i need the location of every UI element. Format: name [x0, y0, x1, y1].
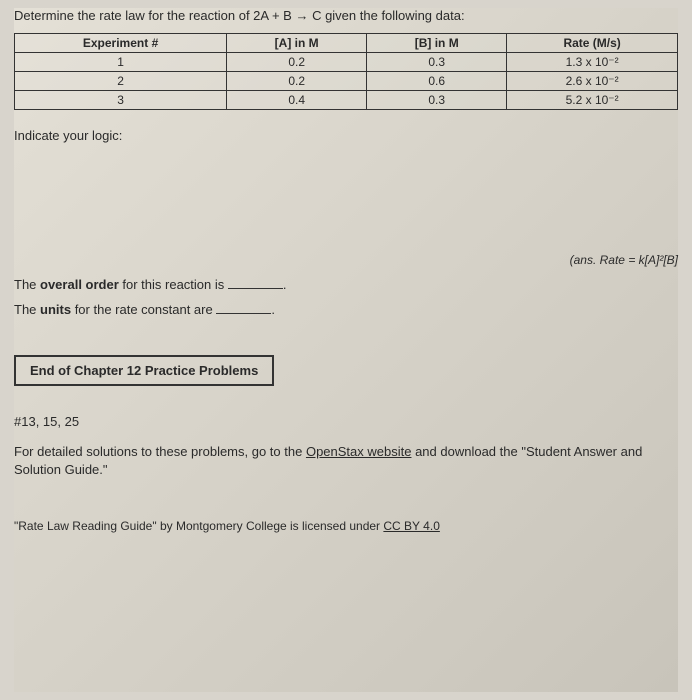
blank-line	[228, 277, 283, 289]
text: "Rate Law Reading Guide" by Montgomery C…	[14, 519, 383, 533]
overall-order-line: The overall order for this reaction is .	[14, 277, 678, 292]
text: .	[271, 302, 275, 317]
detail-text: For detailed solutions to these problems…	[14, 443, 678, 479]
text: for the rate constant are	[71, 302, 216, 317]
col-header: Rate (M/s)	[507, 34, 678, 53]
text: .	[283, 277, 287, 292]
cell: 5.2 x 10⁻²	[507, 91, 678, 110]
cell: 0.2	[227, 72, 367, 91]
table-header-row: Experiment # [A] in M [B] in M Rate (M/s…	[15, 34, 678, 53]
footer-text: "Rate Law Reading Guide" by Montgomery C…	[14, 519, 678, 533]
bold-text: units	[40, 302, 71, 317]
answer-hint: (ans. Rate = k[A]²[B]	[14, 253, 678, 267]
col-header: [B] in M	[367, 34, 507, 53]
text: for this reaction is	[119, 277, 228, 292]
cell: 2.6 x 10⁻²	[507, 72, 678, 91]
text: The	[14, 302, 40, 317]
blank-line	[216, 302, 271, 314]
table-row: 3 0.4 0.3 5.2 x 10⁻²	[15, 91, 678, 110]
cell: 0.4	[227, 91, 367, 110]
openstax-link: OpenStax website	[306, 444, 412, 459]
cell: 0.3	[367, 91, 507, 110]
table-row: 1 0.2 0.3 1.3 x 10⁻²	[15, 53, 678, 72]
cell: 1.3 x 10⁻²	[507, 53, 678, 72]
cell: 0.3	[367, 53, 507, 72]
table-row: 2 0.2 0.6 2.6 x 10⁻²	[15, 72, 678, 91]
units-line: The units for the rate constant are .	[14, 302, 678, 317]
problem-numbers: #13, 15, 25	[14, 414, 678, 429]
cell: 0.2	[227, 53, 367, 72]
end-of-chapter-box: End of Chapter 12 Practice Problems	[14, 355, 274, 386]
bold-text: overall order	[40, 277, 119, 292]
prompt-text: Determine the rate law for the reaction …	[14, 8, 678, 23]
col-header: [A] in M	[227, 34, 367, 53]
cell: 0.6	[367, 72, 507, 91]
cell: 2	[15, 72, 227, 91]
text: For detailed solutions to these problems…	[14, 444, 306, 459]
cell: 3	[15, 91, 227, 110]
cell: 1	[15, 53, 227, 72]
data-table: Experiment # [A] in M [B] in M Rate (M/s…	[14, 33, 678, 110]
text: The	[14, 277, 40, 292]
col-header: Experiment #	[15, 34, 227, 53]
license-link: CC BY 4.0	[383, 519, 439, 533]
logic-label: Indicate your logic:	[14, 128, 678, 143]
